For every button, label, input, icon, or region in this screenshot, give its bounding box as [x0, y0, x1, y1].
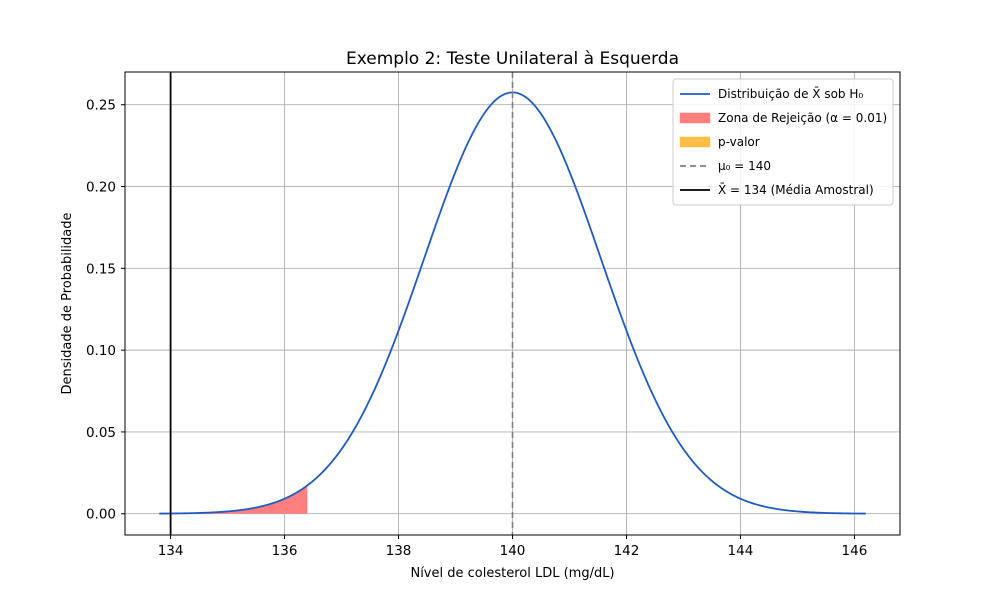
x-axis-label: Nível de colesterol LDL (mg/dL)	[410, 566, 614, 581]
y-axis-label: Densidade de Probabilidade	[60, 212, 75, 394]
x-tick-label: 134	[158, 543, 184, 559]
legend-entry-label: Distribuição de X̄ sob H₀	[718, 87, 863, 101]
legend-swatch	[679, 136, 711, 148]
x-tick-label: 140	[500, 543, 526, 559]
axis-ticks: 134 136 138 140 142 144 146 0.00 0.05 0.10 0.15 0.2…	[86, 98, 867, 559]
y-tick-label: 0.10	[86, 343, 116, 359]
legend-entry-label: μ₀ = 140	[718, 159, 771, 173]
chart-lines	[159, 72, 866, 535]
legend: Distribuição de X̄ sob H₀ Zona de Rejeiçã…	[672, 78, 894, 206]
y-tick-label: 0.25	[86, 98, 116, 114]
x-tick-label: 144	[728, 543, 754, 559]
y-tick-label: 0.05	[86, 425, 116, 441]
legend-entry-label: p-valor	[718, 135, 760, 149]
y-tick-label: 0.00	[86, 507, 116, 523]
x-tick-label: 136	[272, 543, 298, 559]
chart-fills	[159, 485, 308, 514]
y-tick-label: 0.15	[86, 261, 116, 277]
rejection-zone-area	[159, 485, 308, 514]
legend-box	[672, 78, 894, 206]
x-tick-label: 146	[842, 543, 868, 559]
x-tick-label: 138	[386, 543, 412, 559]
y-tick-label: 0.20	[86, 180, 116, 196]
legend-entry-label: X̄ = 134 (Média Amostral)	[718, 183, 874, 197]
legend-entry-label: Zona de Rejeição (α = 0.01)	[718, 111, 887, 125]
x-tick-label: 142	[614, 543, 640, 559]
chart-title: Exemplo 2: Teste Unilateral à Esquerda	[346, 49, 679, 69]
legend-swatch	[679, 112, 711, 124]
grid-lines	[125, 72, 900, 535]
